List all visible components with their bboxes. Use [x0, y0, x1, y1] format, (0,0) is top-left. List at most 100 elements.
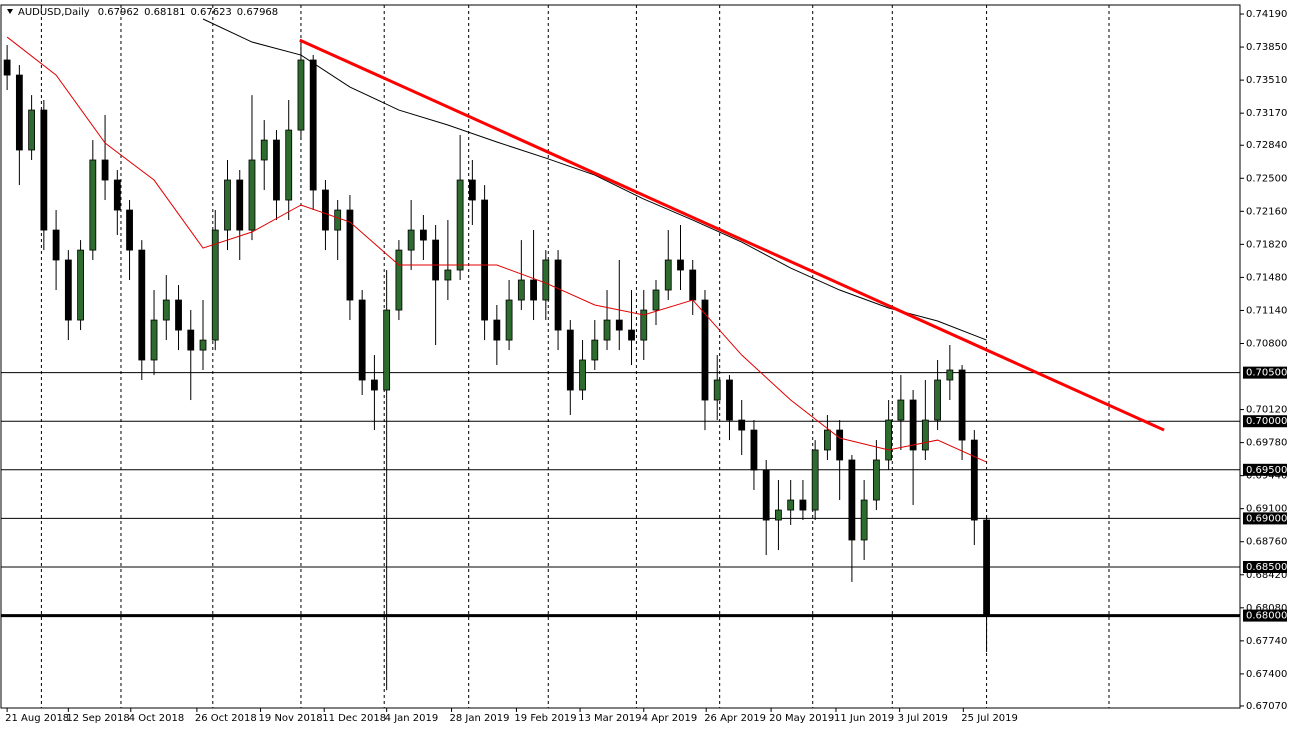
candle-body: [273, 139, 280, 201]
candle-body: [811, 449, 819, 511]
candle-body: [419, 229, 427, 241]
candle-body: [615, 319, 623, 331]
dropdown-icon: [7, 9, 13, 14]
candle-body: [824, 429, 831, 451]
grid-layer: [1, 5, 1240, 708]
candle-body: [836, 429, 844, 461]
x-tick-label: 26 Oct 2018: [195, 713, 257, 724]
candle-body: [750, 429, 758, 471]
candle-body: [64, 259, 72, 321]
chart-title: AUDUSD,Daily: [18, 7, 90, 18]
x-tick-label: 19 Nov 2018: [259, 713, 323, 724]
level-label-box: [1243, 512, 1287, 525]
candle-body: [383, 309, 391, 391]
candle-body: [334, 209, 342, 231]
candle-body: [285, 129, 293, 201]
y-tick-label: 0.71820: [1246, 239, 1287, 250]
candle-body: [652, 289, 660, 311]
candle-body: [530, 279, 537, 301]
level-label: 0.68500: [1246, 562, 1287, 573]
x-tick-label: 21 Aug 2018: [5, 713, 69, 724]
y-tick-label: 0.73510: [1246, 75, 1287, 86]
x-tick-label: 12 Sep 2018: [66, 713, 129, 724]
level-label-box: [1243, 560, 1287, 573]
level-label: 0.69000: [1246, 513, 1287, 524]
y-tick-label: 0.71480: [1246, 272, 1287, 283]
candle-body: [970, 439, 978, 521]
candle-body: [726, 379, 733, 421]
y-tick-label: 0.70120: [1246, 405, 1287, 416]
candle-body: [297, 59, 305, 131]
candle-body: [28, 109, 36, 151]
candle-body: [640, 309, 648, 341]
candle-body: [934, 379, 941, 421]
candle-body: [52, 229, 60, 261]
candle-body: [211, 229, 219, 341]
y-tick-label: 0.72840: [1246, 140, 1287, 151]
y-tick-label: 0.70800: [1246, 338, 1287, 349]
x-tick-label: 26 Apr 2019: [704, 713, 766, 724]
candle-body: [371, 379, 378, 391]
y-tick-label: 0.67400: [1246, 669, 1287, 680]
candle-body: [701, 299, 709, 401]
level-label-box: [1243, 415, 1287, 428]
overlay-line: [299, 38, 1165, 432]
x-tick-label: 4 Oct 2018: [129, 713, 184, 724]
candle-body: [322, 189, 329, 231]
plot-frame: [0, 4, 1241, 709]
candle-body: [689, 269, 697, 301]
header-value: 0.68181: [144, 7, 185, 18]
candle-body: [126, 209, 133, 251]
header-values: 0.67962 0.68181 0.67623 0.67968: [98, 7, 278, 18]
level-label: 0.68000: [1246, 611, 1287, 622]
candle-body: [175, 299, 182, 331]
candle-body: [579, 359, 586, 391]
candle-body: [187, 329, 195, 351]
candle-body: [921, 419, 929, 451]
candle-body: [3, 59, 11, 76]
candle-body: [248, 159, 256, 231]
y-tick-label: 0.72160: [1246, 206, 1287, 217]
candle-body: [236, 179, 244, 231]
candle-body: [15, 74, 23, 151]
candle-body: [775, 509, 782, 521]
candle-body: [407, 229, 415, 251]
candle-body: [885, 419, 893, 461]
candle-body: [872, 459, 880, 501]
candle-body: [628, 329, 635, 341]
y-tick-label: 0.69440: [1246, 471, 1287, 482]
y-tick-label: 0.68420: [1246, 570, 1287, 581]
y-tick-label: 0.69780: [1246, 438, 1287, 449]
candle-body: [260, 139, 268, 161]
candle-body: [505, 299, 513, 341]
level-label: 0.70500: [1246, 368, 1287, 379]
x-tick-label: 3 Jul 2019: [898, 713, 948, 724]
candle-body: [309, 59, 317, 191]
x-tick-label: 28 Jan 2019: [450, 713, 510, 724]
overlay-line: [6, 36, 987, 463]
level-label: 0.70000: [1246, 416, 1287, 427]
y-tick-label: 0.72500: [1246, 173, 1287, 184]
x-tick-label: 20 May 2019: [769, 713, 834, 724]
candle-body: [860, 499, 868, 541]
candle-body: [432, 239, 440, 281]
x-tick-label: 4 Jan 2019: [385, 713, 439, 724]
level-label-box: [1243, 463, 1287, 476]
y-tick-label: 0.71140: [1246, 305, 1287, 316]
candle-body: [799, 499, 807, 511]
candle-body: [909, 399, 917, 451]
x-tick-label: 25 Jul 2019: [961, 713, 1018, 724]
x-tick-label: 13 Mar 2019: [578, 713, 641, 724]
y-tick-label: 0.67070: [1246, 701, 1287, 712]
y-tick-label: 0.68760: [1246, 537, 1287, 548]
candle-body: [162, 299, 170, 321]
candle-body: [138, 249, 146, 361]
candle-body: [591, 339, 599, 361]
candle-body: [983, 519, 990, 617]
level-label: 0.69500: [1246, 465, 1287, 476]
candle-body: [199, 339, 207, 351]
candle-body: [554, 259, 562, 331]
candle-body: [677, 259, 684, 271]
header-value: 0.67962: [98, 7, 139, 18]
